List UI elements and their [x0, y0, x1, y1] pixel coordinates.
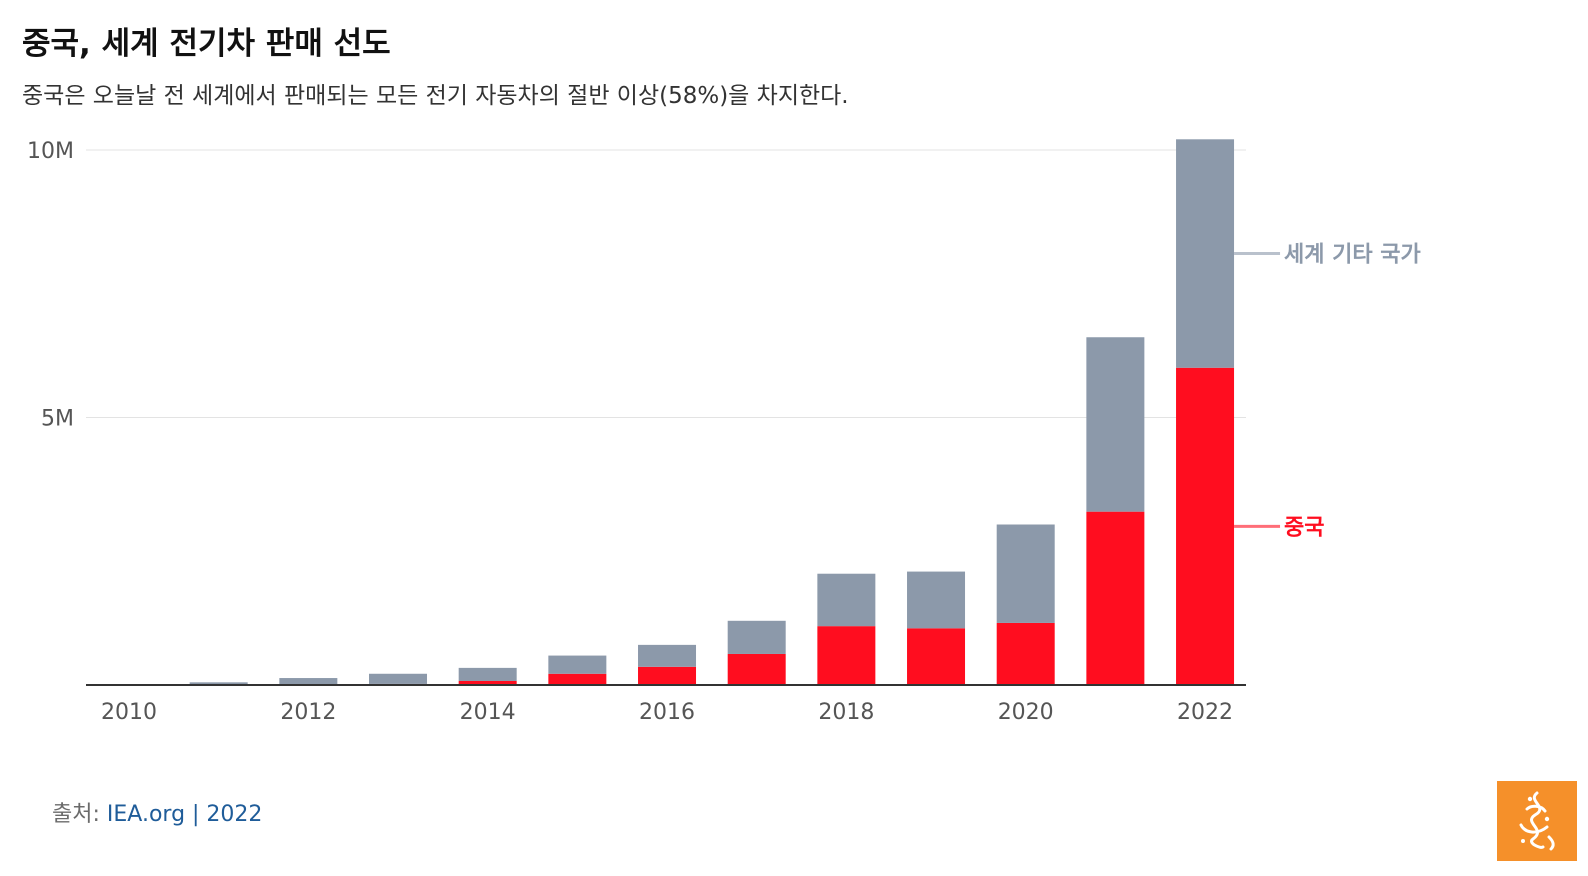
- x-tick-label: 2014: [460, 700, 516, 725]
- source-note: 출처: IEA.org | 2022: [52, 796, 262, 828]
- bar-china-2018: [817, 626, 876, 685]
- bar-rest-of-world-2021: [1086, 337, 1145, 512]
- source-label: 출처:: [52, 802, 100, 827]
- x-tick-label: 2010: [101, 700, 157, 725]
- axes: 10M 5M 2010 2012 2014 2016 2018 2020 2022: [27, 139, 1246, 725]
- legend-label-china: 중국: [1284, 515, 1324, 540]
- bar-china-2020: [996, 622, 1055, 685]
- x-tick-label: 2018: [818, 700, 874, 725]
- bar-china-2017: [727, 653, 786, 685]
- bar-rest-of-world-2013: [369, 673, 428, 684]
- stacked-bar-chart: 10M 5M 2010 2012 2014 2016 2018 2020 2022 중국 세계 기…: [27, 139, 1421, 725]
- x-tick-label: 2012: [280, 700, 336, 725]
- bar-china-2021: [1086, 511, 1145, 685]
- bar-china-2022: [1176, 367, 1235, 685]
- calligraphy-logo-icon: [1519, 791, 1555, 851]
- legend: 중국 세계 기타 국가: [1234, 243, 1421, 540]
- bar-rest-of-world-2015: [548, 655, 607, 674]
- bar-rest-of-world-2011: [189, 682, 248, 685]
- bar-rest-of-world-2019: [907, 571, 966, 629]
- x-tick-label: 2020: [998, 700, 1054, 725]
- bar-rest-of-world-2022: [1176, 139, 1235, 368]
- bar-rest-of-world-2016: [638, 644, 697, 667]
- bar-china-2016: [638, 666, 697, 685]
- chart-title: 중국, 세계 전기차 판매 선도: [22, 26, 391, 62]
- bar-china-2015: [548, 673, 607, 685]
- x-tick-label: 2022: [1177, 700, 1233, 725]
- source-link[interactable]: IEA.org | 2022: [106, 802, 263, 827]
- bar-rest-of-world-2017: [727, 620, 786, 654]
- al-jazeera-logo: [1497, 781, 1577, 861]
- y-tick-label: 5M: [41, 407, 74, 432]
- x-tick-label: 2016: [639, 700, 695, 725]
- bar-rest-of-world-2018: [817, 573, 876, 627]
- chart-subtitle: 중국은 오늘날 전 세계에서 판매되는 모든 전기 자동차의 절반 이상(58%…: [22, 83, 849, 109]
- bar-china-2019: [907, 628, 966, 685]
- bar-rest-of-world-2012: [279, 678, 338, 685]
- bar-rest-of-world-2020: [996, 524, 1055, 623]
- gridlines: [86, 149, 1246, 418]
- y-tick-label: 10M: [27, 139, 74, 164]
- bars: [100, 139, 1235, 686]
- legend-label-rest-of-world: 세계 기타 국가: [1284, 243, 1421, 268]
- bar-rest-of-world-2014: [458, 667, 517, 681]
- bar-china-2014: [458, 680, 517, 685]
